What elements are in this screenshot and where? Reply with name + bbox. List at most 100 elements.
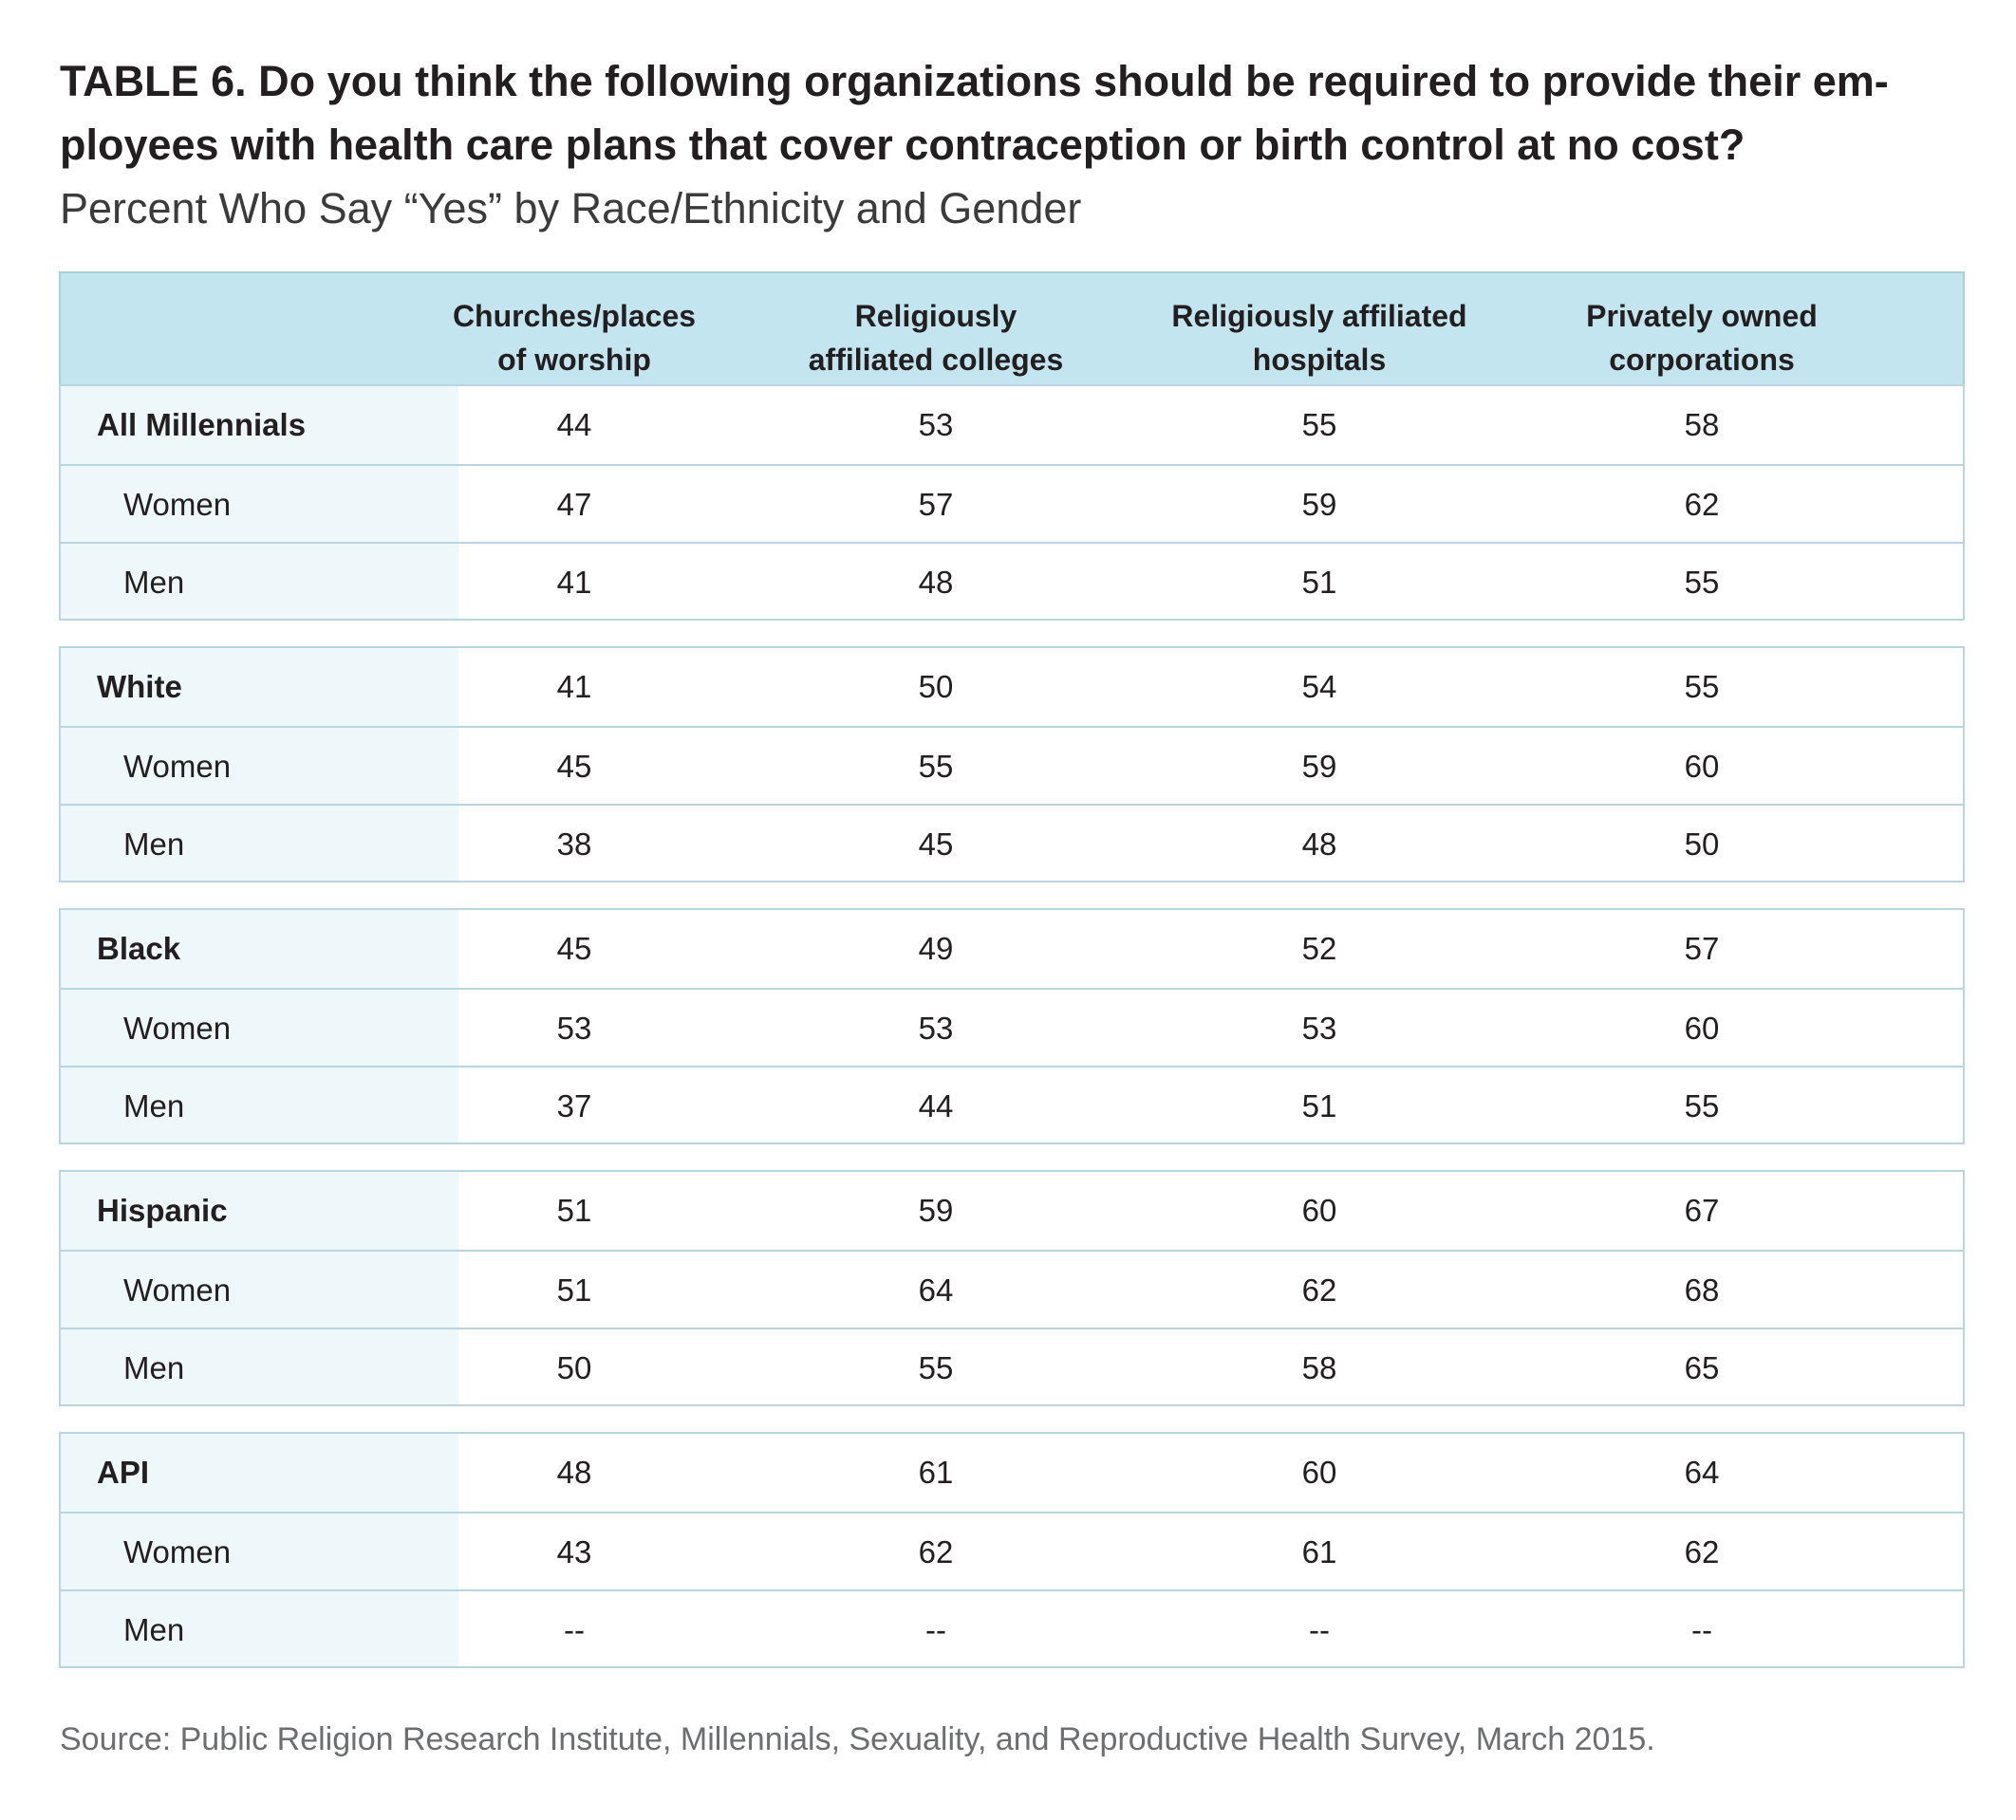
table-cell: 51 (1301, 1088, 1337, 1124)
table-cell: 51 (556, 1193, 592, 1228)
column-header: Churches/places of worship (384, 294, 764, 381)
row-label: Black (97, 931, 181, 966)
row-label: Men (123, 1612, 185, 1647)
table-cell: 55 (918, 749, 954, 784)
table-row: White 41 50 54 55 (61, 648, 1963, 726)
table-cell: 54 (1301, 669, 1337, 704)
table-cell: -- (1309, 1612, 1330, 1647)
table-cell: 57 (1684, 931, 1720, 966)
table-cell: 49 (918, 931, 954, 966)
table-header: Churches/places of worship Religiously affi… (59, 271, 1965, 387)
table-row: Women 47 57 59 62 (61, 464, 1963, 544)
table-cell: 60 (1301, 1455, 1337, 1490)
table-cell: 57 (918, 487, 954, 522)
table-cell: -- (564, 1612, 585, 1647)
table-cell: 52 (1301, 931, 1337, 966)
table-cell: 67 (1684, 1193, 1720, 1228)
table-row: API 48 61 60 64 (61, 1434, 1963, 1512)
table-cell: 64 (1684, 1455, 1720, 1490)
table-cell: 51 (556, 1272, 592, 1308)
table-row: Hispanic 51 59 60 67 (61, 1172, 1963, 1250)
table-title: TABLE 6. Do you think the following orga… (60, 49, 1958, 176)
row-label: Women (123, 1272, 232, 1308)
table-cell: 48 (1301, 826, 1337, 862)
row-label: Hispanic (97, 1193, 228, 1228)
table-row: Men -- -- -- -- (61, 1589, 1963, 1669)
row-label: API (97, 1455, 150, 1490)
table-group: White 41 50 54 55 Women 45 55 59 60 Men 38 45 48 50 (59, 646, 1965, 882)
table-cell: 60 (1301, 1193, 1337, 1228)
row-label: Women (123, 1011, 232, 1046)
table-cell: 68 (1684, 1272, 1720, 1308)
column-header-line: Privately owned (1586, 299, 1818, 333)
table-cell: 44 (918, 1088, 954, 1124)
column-header-line: of worship (497, 343, 651, 377)
table-cell: 60 (1684, 1011, 1720, 1046)
table-cell: 59 (1301, 487, 1337, 522)
table-row: Men 37 44 51 55 (61, 1066, 1963, 1145)
label-column-background (61, 910, 458, 1142)
table-cell: 53 (1301, 1011, 1337, 1046)
table-cell: 45 (556, 749, 592, 784)
source-note: Source: Public Religion Research Institu… (60, 1721, 1655, 1757)
table-cell: 62 (1684, 487, 1720, 522)
table-cell: 41 (556, 565, 592, 600)
table-row: Men 38 45 48 50 (61, 804, 1963, 883)
column-header-line: Churches/places (452, 299, 697, 333)
row-label: Men (123, 826, 185, 862)
label-column-background (61, 648, 458, 881)
table-cell: 55 (1684, 669, 1720, 704)
column-header: Religiously affiliated colleges (746, 294, 1126, 381)
table-row: All Millennials 44 53 55 58 (61, 386, 1963, 464)
row-label: All Millennials (97, 407, 307, 442)
table-row: Women 43 62 61 62 (61, 1512, 1963, 1591)
table-row: Men 41 48 51 55 (61, 542, 1963, 622)
table-cell: 53 (918, 407, 954, 442)
table-cell: 59 (1301, 749, 1337, 784)
table-cell: 58 (1301, 1350, 1337, 1385)
title-line: ployees with health care plans that cove… (60, 121, 1745, 169)
row-label: Women (123, 749, 232, 784)
table-cell: 62 (1301, 1272, 1337, 1308)
table-cell: 62 (1684, 1534, 1720, 1569)
table-cell: 48 (556, 1455, 592, 1490)
row-label: Men (123, 1088, 185, 1124)
label-column-background (61, 1172, 458, 1404)
table-cell: 53 (556, 1011, 592, 1046)
table-cell: 45 (918, 826, 954, 862)
title-line: TABLE 6. Do you think the following orga… (60, 57, 1889, 105)
column-header-line: affiliated colleges (808, 343, 1064, 377)
table-row: Black 45 49 52 57 (61, 910, 1963, 988)
table-cell: 44 (556, 407, 592, 442)
label-column-background (61, 386, 458, 619)
table-cell: 55 (1684, 1088, 1720, 1124)
table-row: Women 51 64 62 68 (61, 1250, 1963, 1329)
table-cell: 60 (1684, 749, 1720, 784)
table-cell: 51 (1301, 565, 1337, 600)
table-cell: 55 (1301, 407, 1337, 442)
table-cell: 50 (556, 1350, 592, 1385)
table-cell: 43 (556, 1534, 592, 1569)
table-group: Hispanic 51 59 60 67 Women 51 64 62 68 Men 50 55 58 65 (59, 1170, 1965, 1406)
row-label: Women (123, 487, 232, 522)
column-header-line: Religiously (854, 299, 1017, 333)
table-cell: 38 (556, 826, 592, 862)
table-cell: 53 (918, 1011, 954, 1046)
row-label: White (97, 669, 182, 704)
table-cell: -- (925, 1612, 946, 1647)
table-cell: 61 (918, 1455, 954, 1490)
table-cell: 41 (556, 669, 592, 704)
row-label: Men (123, 565, 185, 600)
table-cell: 59 (918, 1193, 954, 1228)
table-cell: 50 (1684, 826, 1720, 862)
table-group: Black 45 49 52 57 Women 53 53 53 60 Men 37 44 51 55 (59, 908, 1965, 1144)
table-cell: 45 (556, 931, 592, 966)
table-cell: 61 (1301, 1534, 1337, 1569)
label-column-background (61, 1434, 458, 1666)
table-cell: 55 (1684, 565, 1720, 600)
table-cell: 64 (918, 1272, 954, 1308)
table-group: API 48 61 60 64 Women 43 62 61 62 Men -- -- -- -- (59, 1432, 1965, 1668)
table-group: All Millennials 44 53 55 58 Women 47 57 59 62 Men 4… (59, 384, 1965, 621)
table-cell: 47 (556, 487, 592, 522)
